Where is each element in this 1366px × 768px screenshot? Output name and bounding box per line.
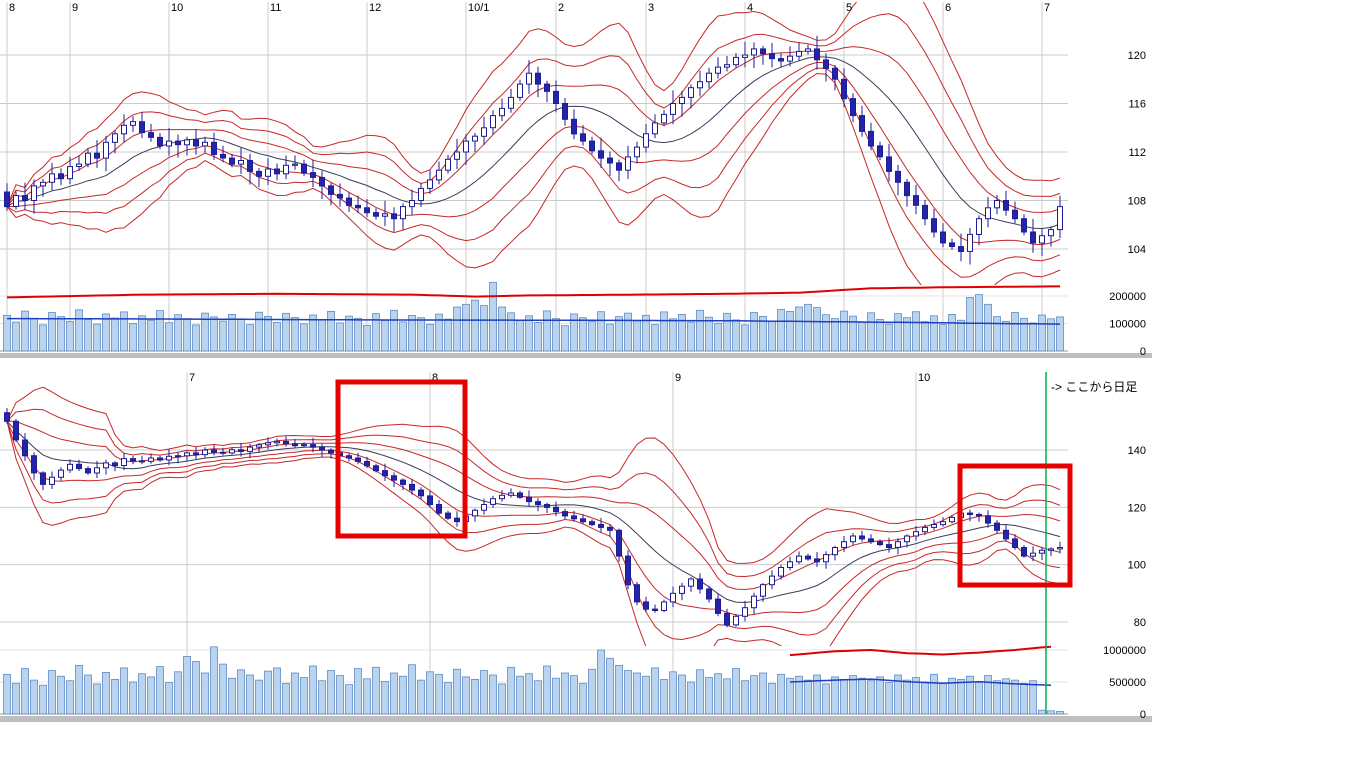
volume-bars: [3, 281, 1064, 352]
x-axis-label: 10/1: [468, 2, 489, 14]
highlight-box: [335, 379, 468, 539]
volume-axis-label: 0: [1140, 709, 1146, 721]
x-axis-label: 2: [558, 2, 564, 14]
x-axis-label: 9: [72, 2, 78, 14]
price-axis-label: 120: [1128, 502, 1146, 514]
candles: [4, 408, 1063, 628]
volume-ma-blue: [7, 317, 1061, 325]
x-axis-label: 11: [270, 2, 281, 14]
x-axis-label: 12: [369, 2, 381, 14]
axis-labels: 8 9 10 11 12 10/1 2 3 4 5 6 7 120 116 112 108 104 200000 1…: [9, 2, 1146, 358]
candles: [4, 35, 1063, 265]
gridlines: [0, 2, 1068, 351]
x-axis-label: 7: [1044, 2, 1050, 14]
price-axis-label: 140: [1128, 445, 1146, 457]
x-axis-label: 4: [747, 2, 753, 14]
volume-ma-red: [6, 285, 1060, 299]
volume-axis-label: 200000: [1109, 291, 1146, 303]
x-axis-label: 8: [432, 372, 438, 384]
volume-axis-label: 100000: [1109, 319, 1146, 331]
x-axis-label: 6: [945, 2, 951, 14]
gridlines: [0, 372, 1068, 714]
x-axis-label: 5: [846, 2, 852, 14]
price-axis-label: 112: [1128, 147, 1146, 159]
volume-ma-blue: [789, 678, 1052, 686]
x-axis-label: 9: [675, 372, 681, 384]
volume-bars: [3, 646, 1064, 715]
chart-frame-strip: [0, 353, 1152, 358]
price-axis-label: 120: [1128, 50, 1146, 62]
bollinger-bands: [6, 2, 1061, 285]
volume-axis-label: 1000000: [1103, 645, 1146, 657]
x-axis-label: 10: [171, 2, 183, 14]
bollinger-bands: [6, 386, 1061, 646]
daily-start-label: -> ここから日足: [1051, 380, 1137, 394]
x-axis-label: 3: [648, 2, 654, 14]
price-axis-label: 116: [1128, 99, 1146, 111]
axis-labels: 7 8 9 10 140 120 100 80 1000000 500000 0: [189, 372, 1146, 721]
volume-axis-label: 0: [1140, 346, 1146, 358]
price-axis-label: 80: [1134, 617, 1146, 629]
volume-axis-label: 500000: [1109, 677, 1146, 689]
x-axis-label: 8: [9, 2, 15, 14]
annotations: -> ここから日足: [335, 372, 1137, 714]
price-axis-label: 104: [1128, 244, 1146, 256]
upper-daily-chart[interactable]: 8 9 10 11 12 10/1 2 3 4 5 6 7 120 116 112 108 104 200000 1…: [0, 0, 1146, 358]
lower-weekly-chart[interactable]: 7 8 9 10 140 120 100 80 1000000 500000 0 -> ここから日足: [0, 372, 1146, 721]
x-axis-label: 10: [918, 372, 930, 384]
x-axis-label: 7: [189, 372, 195, 384]
volume-ma-red: [789, 645, 1052, 657]
price-axis-label: 100: [1128, 560, 1146, 572]
highlight-box: [957, 463, 1073, 588]
chart-frame-strip: [0, 716, 1152, 722]
price-axis-label: 108: [1128, 196, 1146, 208]
